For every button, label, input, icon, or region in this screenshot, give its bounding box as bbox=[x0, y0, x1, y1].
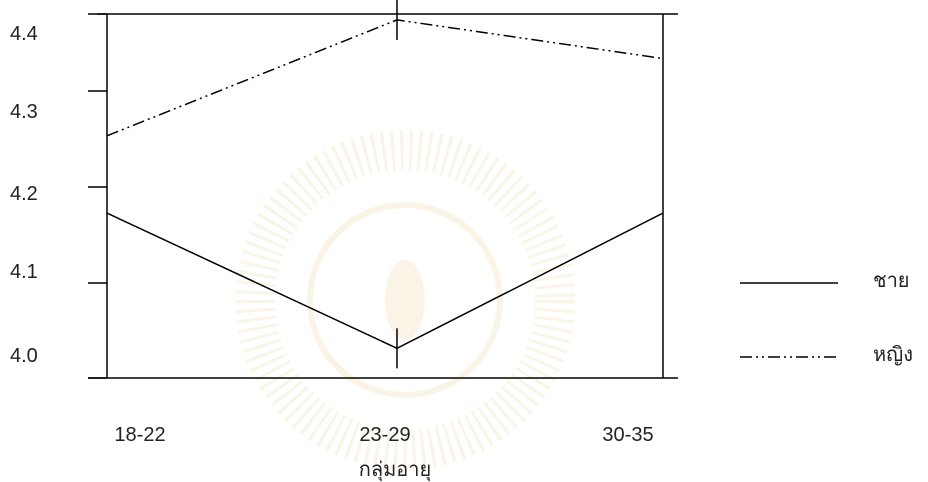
x-tick-label: 30-35 bbox=[602, 424, 653, 446]
x-axis-ticks: 18-22 23-29 30-35 bbox=[114, 424, 653, 446]
legend-label: หญิง bbox=[873, 342, 913, 366]
y-tick-label: 4.2 bbox=[10, 183, 38, 205]
y-tick-label: 4.1 bbox=[10, 261, 38, 283]
plot-frame bbox=[88, 13, 678, 379]
y-axis-ticks: 4.0 4.1 4.2 4.3 4.4 bbox=[10, 13, 107, 379]
watermark-seal bbox=[235, 130, 575, 470]
series-layer bbox=[106, 0, 664, 369]
series-line-1 bbox=[106, 212, 664, 350]
x-tick-label: 18-22 bbox=[114, 424, 165, 446]
x-axis-title: กลุ่มอายุ bbox=[359, 457, 432, 482]
x-tick-label: 23-29 bbox=[359, 424, 410, 446]
y-tick-label: 4.3 bbox=[10, 101, 38, 123]
legend-label: ชาย bbox=[873, 268, 910, 292]
series-line-2 bbox=[106, 19, 664, 137]
y-tick-label: 4.4 bbox=[10, 23, 38, 45]
y-tick-label: 4.0 bbox=[10, 345, 38, 367]
